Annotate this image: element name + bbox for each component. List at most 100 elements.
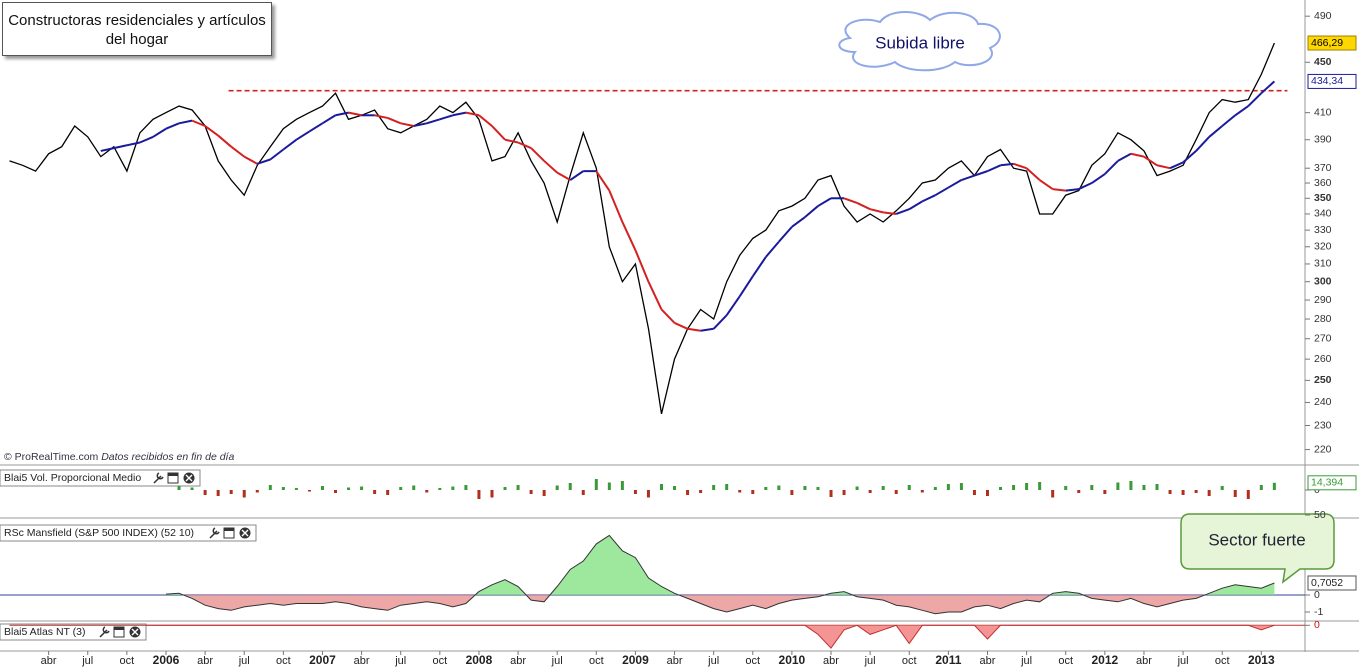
volume-bar [177,486,181,490]
volume-bar [1129,481,1133,490]
volume-bar [490,490,494,498]
moving-average-segment [869,208,884,214]
area-line [9,624,1275,649]
y-tick-label: 330 [1314,224,1332,236]
moving-average-segment [543,160,558,174]
volume-bar [347,487,351,490]
volume-bar [477,490,481,499]
y-tick-label: 360 [1314,177,1332,189]
y-tick-label: 270 [1314,333,1332,345]
panel-title: Blai5 Vol. Proporcional Medio [4,472,141,484]
x-tick-label: jul [81,655,93,667]
x-tick-label: oct [1215,655,1230,667]
moving-average-segment [100,147,115,152]
moving-average-segment [1104,160,1119,175]
volume-bar [607,482,611,490]
moving-average-segment [178,119,193,125]
moving-average-segment [765,241,780,258]
moving-average-segment [1078,182,1093,190]
x-tick-label: oct [745,655,760,667]
moving-average-segment [374,114,388,119]
y-tick-label: 50 [1314,509,1326,521]
x-tick-label: 2012 [1091,653,1118,667]
moving-average-segment [165,122,180,130]
volume-bar [712,485,716,490]
moving-average-segment [282,138,297,151]
moving-average-segment [1234,105,1249,117]
volume-bar [1012,485,1016,490]
moving-average-segment [517,141,532,150]
x-tick-label: abr [41,655,57,667]
moving-average-segment [1052,188,1066,192]
moving-average-segment [139,136,154,144]
moving-average-segment [1195,136,1210,152]
volume-bar [659,484,663,490]
x-tick-label: 2008 [466,653,493,667]
volume-bar [959,483,963,490]
y-tick-label: -1 [1314,606,1323,618]
moving-average-segment [883,211,897,215]
volume-bar [294,488,298,490]
x-tick-label: jul [551,655,563,667]
moving-average-segment [556,171,571,181]
moving-average-segment [947,179,962,189]
y-tick-label: 450 [1314,56,1332,68]
moving-average-segment [348,111,362,117]
moving-average-segment [308,122,323,133]
moving-average-segment [974,170,988,177]
moving-average-segment [478,114,493,127]
volume-bar [1103,490,1107,494]
x-tick-label: oct [276,655,291,667]
y-tick-label: 370 [1314,162,1332,174]
volume-bar [920,490,924,493]
volume-bar [1155,484,1159,490]
moving-average-segment [465,111,480,117]
moving-average-segment [738,275,754,297]
volume-bar [1064,486,1068,490]
moving-average-segment [895,208,910,215]
moving-average-segment [1130,152,1145,158]
volume-bar [868,490,872,493]
volume-bar [803,486,807,490]
moving-average-segment [1143,155,1158,167]
settings-icon [153,472,164,484]
moving-average-segment [595,170,611,192]
volume-bar [1181,490,1185,495]
volume-bar [1077,490,1081,493]
volume-bar [1194,490,1198,493]
x-tick-label: jul [238,655,250,667]
x-tick-label: 2013 [1248,653,1275,667]
y-tick-label: 490 [1314,10,1332,22]
settings-icon [209,527,220,539]
moving-average-segment [856,202,871,211]
moving-average-segment [413,122,427,127]
moving-average-segment [230,145,245,158]
volume-bar [764,487,768,490]
moving-average-segment [674,322,688,330]
x-tick-label: 2009 [622,653,649,667]
volume-bar [1116,482,1120,490]
volume-bar [516,485,520,490]
moving-average-segment [321,114,337,125]
moving-average-segment [687,327,701,332]
x-tick-label: abr [510,655,526,667]
volume-bar [229,490,233,494]
volume-bar [725,484,729,490]
volume-bar [777,485,781,490]
volume-bar [281,487,285,490]
x-tick-label: 2006 [153,653,180,667]
last-value-label-box [1307,575,1357,591]
moving-average-segment [569,170,584,181]
callout-label: Sector fuerte [1208,530,1305,549]
settings-icon [99,626,110,638]
volume-bar [307,490,311,492]
moving-average-segment [608,190,624,223]
volume-bar [1038,482,1042,490]
moving-average-segment [961,174,975,181]
y-tick-label: 280 [1314,313,1332,325]
x-tick-label: abr [1136,655,1152,667]
last-ma-label: 434,34 [1311,75,1343,87]
moving-average-segment [921,194,936,203]
volume-bar [334,490,338,493]
